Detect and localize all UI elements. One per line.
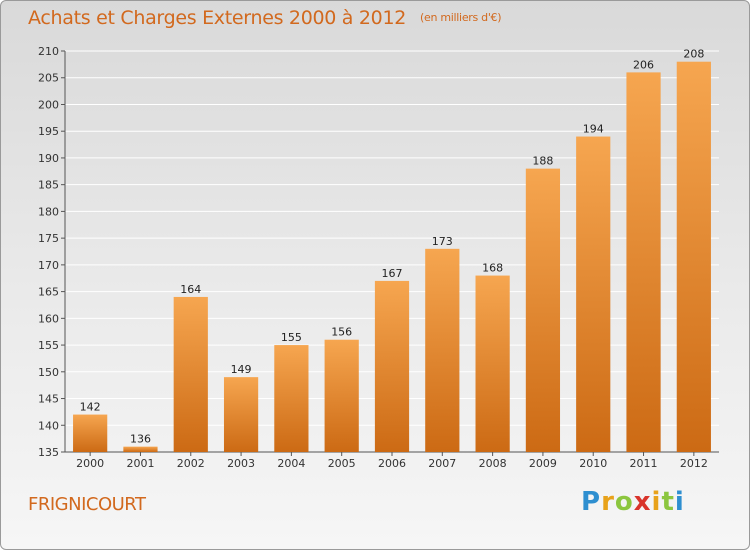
bar	[274, 345, 309, 452]
bar	[475, 275, 510, 452]
y-tick-label: 155	[38, 339, 59, 352]
data-label: 188	[532, 155, 553, 168]
data-label: 149	[231, 363, 252, 376]
bar	[525, 168, 561, 453]
x-tick-label: 2003	[227, 457, 255, 470]
chart-title: Achats et Charges Externes 2000 à 2012 (e…	[28, 7, 502, 29]
data-label: 206	[633, 58, 654, 71]
y-tick-label: 160	[38, 312, 59, 325]
y-tick-label: 165	[38, 286, 59, 299]
x-tick-label: 2007	[428, 457, 456, 470]
x-tick-label: 2006	[378, 457, 406, 470]
data-label: 142	[80, 401, 101, 414]
data-label: 208	[683, 48, 704, 61]
x-tick-label: 2000	[76, 457, 104, 470]
x-tick-label: 2012	[680, 457, 708, 470]
x-tick-label: 2004	[277, 457, 305, 470]
x-tick-label: 2008	[479, 457, 507, 470]
data-label: 168	[482, 262, 503, 275]
proxiti-logo: Proxiti	[581, 487, 685, 517]
town-name: FRIGNICOURT	[28, 494, 146, 515]
x-tick-label: 2009	[529, 457, 557, 470]
bar	[576, 136, 611, 452]
x-tick-label: 2002	[177, 457, 205, 470]
chart-title-text: Achats et Charges Externes 2000 à 2012	[28, 7, 407, 29]
y-tick-label: 190	[38, 152, 59, 165]
bar	[223, 377, 259, 452]
y-tick-label: 210	[38, 45, 59, 58]
y-tick-label: 150	[38, 366, 59, 379]
bar	[626, 72, 661, 453]
data-label: 136	[130, 433, 151, 446]
bar	[123, 446, 158, 452]
bar	[374, 280, 410, 452]
bar	[425, 248, 460, 452]
data-label: 156	[331, 326, 352, 339]
y-tick-label: 175	[38, 232, 59, 245]
y-tick-label: 195	[38, 125, 59, 138]
data-label: 167	[382, 267, 403, 280]
data-label: 164	[180, 283, 201, 296]
bar	[676, 61, 711, 453]
data-label: 173	[432, 235, 453, 248]
y-tick-label: 170	[38, 259, 59, 272]
y-tick-label: 205	[38, 72, 59, 85]
y-tick-label: 185	[38, 179, 59, 192]
y-tick-label: 145	[38, 393, 59, 406]
y-tick-label: 180	[38, 205, 59, 218]
y-tick-label: 135	[38, 446, 59, 459]
bar	[324, 339, 359, 452]
x-tick-label: 2005	[328, 457, 356, 470]
x-tick-label: 2011	[630, 457, 658, 470]
data-label: 155	[281, 331, 302, 344]
x-tick-label: 2010	[579, 457, 607, 470]
y-tick-label: 200	[38, 98, 59, 111]
bar	[173, 296, 208, 452]
bar	[73, 414, 108, 452]
data-label: 194	[583, 123, 604, 136]
chart-unit: (en milliers d'€)	[420, 11, 502, 24]
y-tick-label: 140	[38, 419, 59, 432]
x-tick-label: 2001	[126, 457, 154, 470]
